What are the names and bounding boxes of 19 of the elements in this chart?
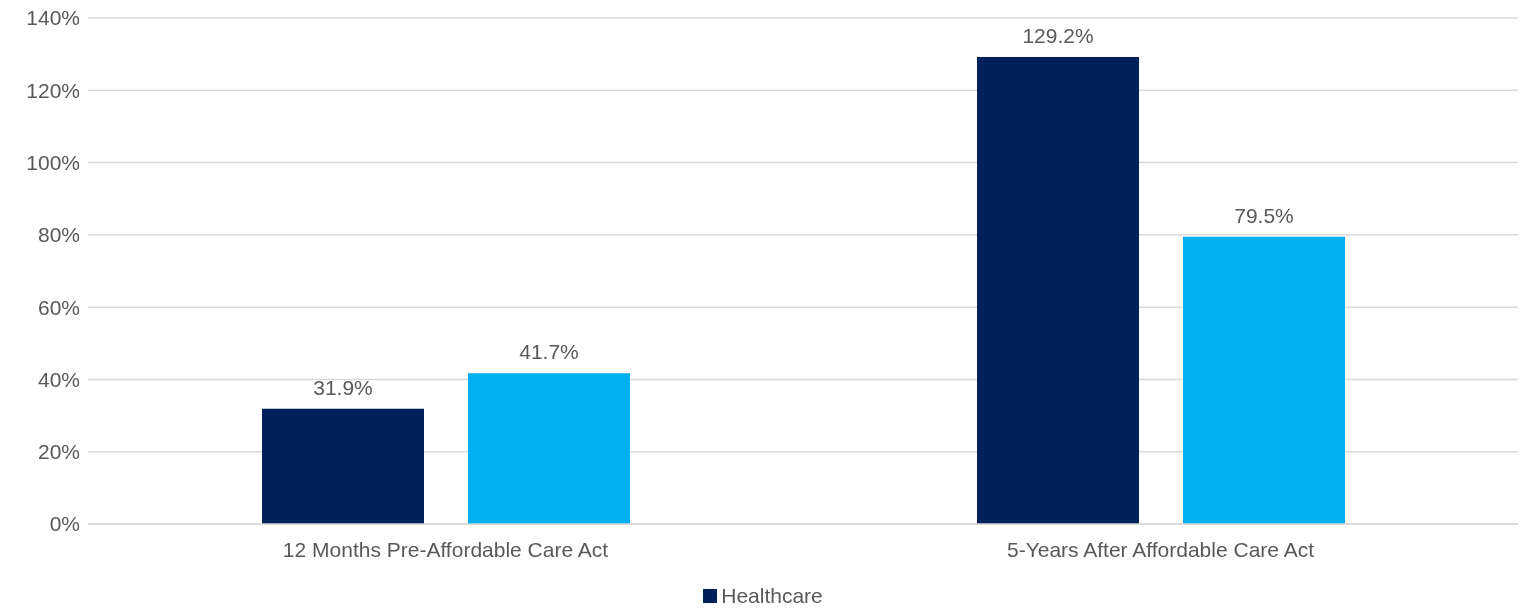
data-label: 79.5% — [1234, 203, 1294, 227]
bar — [977, 57, 1139, 524]
data-label: 41.7% — [519, 340, 579, 364]
bar — [262, 408, 424, 524]
data-label: 129.2% — [1022, 24, 1094, 48]
data-label: 31.9% — [313, 375, 373, 399]
bar — [1183, 236, 1345, 524]
x-tick-label: 5-Years After Affordable Care Act — [1006, 537, 1315, 561]
y-tick-label: 140% — [26, 6, 80, 30]
y-tick-label: 20% — [37, 440, 80, 464]
bar — [468, 373, 630, 524]
y-tick-label: 120% — [26, 78, 80, 102]
legend-label: Healthcare — [720, 584, 823, 608]
y-tick-label: 0% — [49, 512, 80, 536]
x-tick-label: 12 Months Pre-Affordable Care Act — [282, 537, 609, 561]
y-tick-label: 60% — [37, 295, 80, 319]
y-tick-label: 80% — [37, 223, 80, 247]
y-tick-label: 100% — [26, 151, 80, 175]
y-tick-label: 40% — [37, 367, 80, 391]
